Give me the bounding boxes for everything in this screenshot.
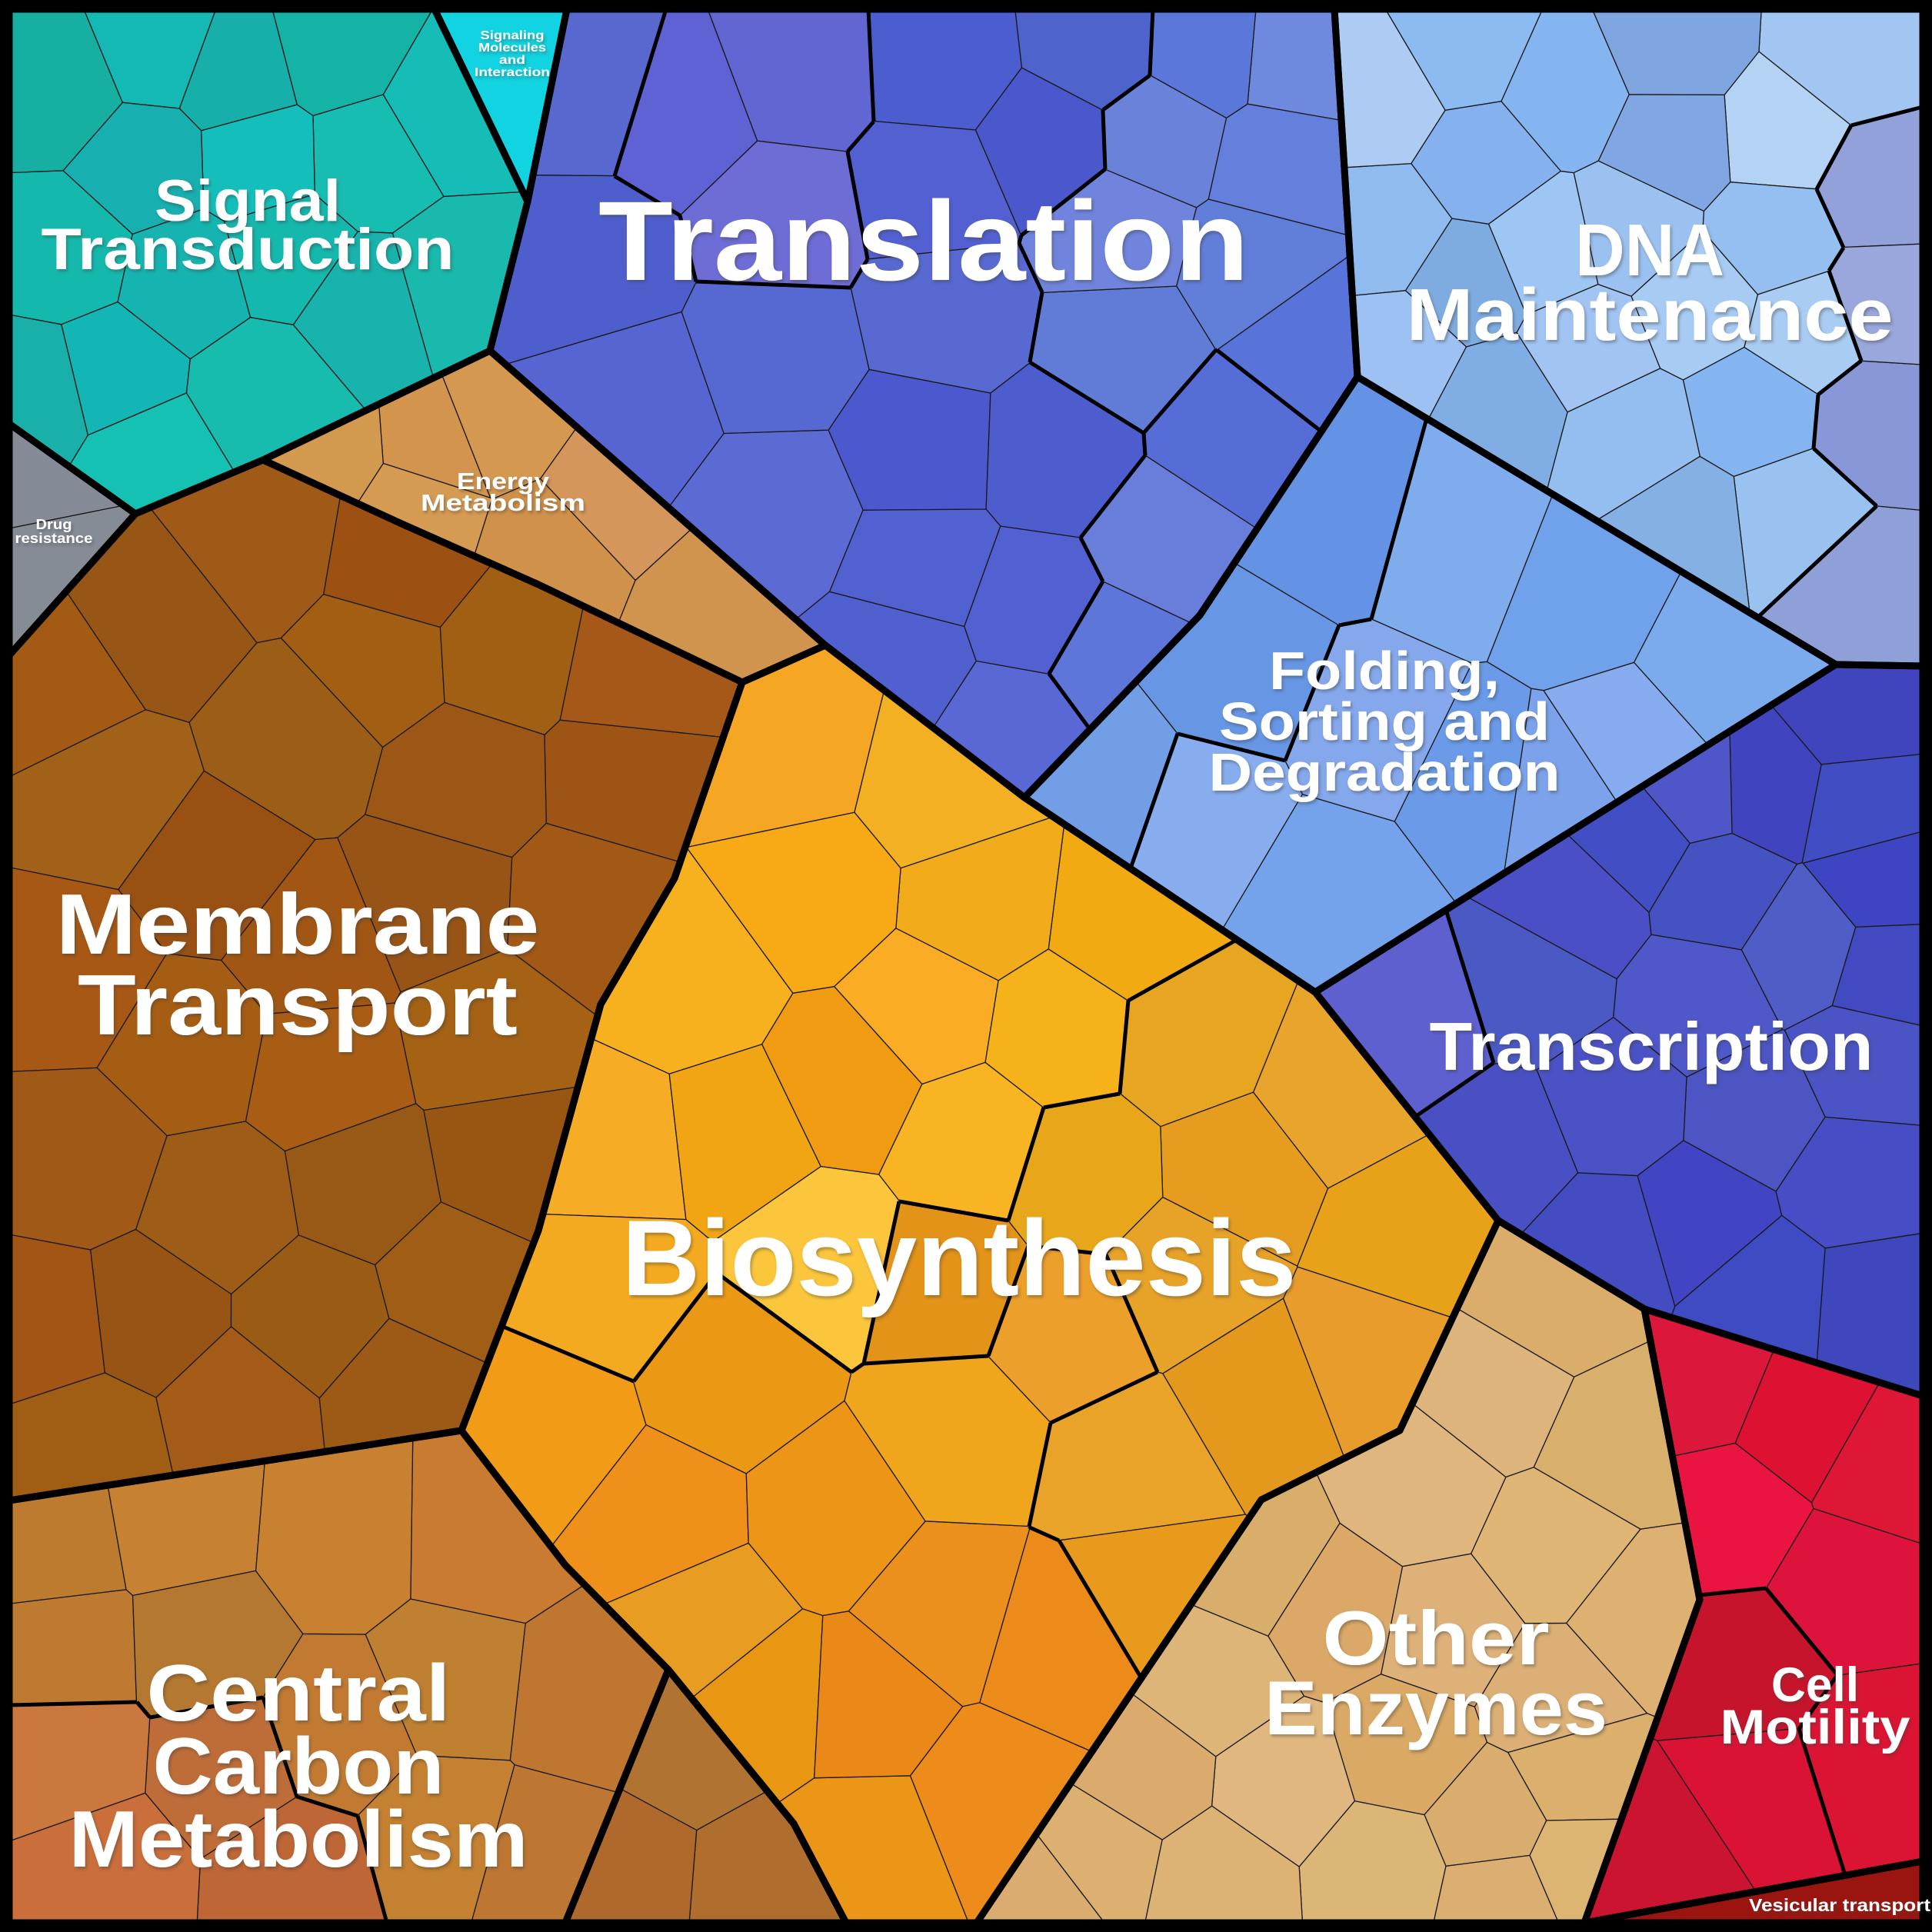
svg-text:Biosynthesis: Biosynthesis: [622, 1198, 1297, 1318]
svg-text:Translation: Translation: [598, 178, 1249, 305]
svg-text:Transduction: Transduction: [42, 217, 455, 282]
svg-text:and: and: [499, 54, 525, 67]
svg-text:Maintenance: Maintenance: [1407, 274, 1894, 356]
svg-text:Transport: Transport: [78, 958, 518, 1053]
svg-text:resistance: resistance: [15, 531, 93, 546]
svg-text:Other: Other: [1323, 1595, 1550, 1681]
svg-text:Molecules: Molecules: [478, 42, 546, 55]
svg-text:Degradation: Degradation: [1209, 742, 1561, 802]
svg-text:Vesicular transport: Vesicular transport: [1749, 1895, 1930, 1915]
svg-text:Sorting and: Sorting and: [1219, 691, 1550, 751]
svg-text:Interaction: Interaction: [475, 66, 550, 79]
svg-text:Folding,: Folding,: [1269, 641, 1500, 701]
svg-text:Central: Central: [147, 1649, 451, 1738]
svg-text:Drug: Drug: [36, 517, 72, 532]
svg-text:Membrane: Membrane: [56, 877, 540, 972]
svg-text:Energy: Energy: [457, 468, 550, 495]
svg-text:Transcription: Transcription: [1430, 1008, 1874, 1084]
svg-text:Metabolism: Metabolism: [421, 489, 585, 516]
svg-text:Cell: Cell: [1771, 1658, 1859, 1712]
svg-text:Motility: Motility: [1720, 1700, 1910, 1754]
svg-text:Signaling: Signaling: [481, 29, 545, 42]
svg-text:Metabolism: Metabolism: [69, 1795, 528, 1884]
svg-text:DNA: DNA: [1575, 209, 1724, 291]
svg-text:Enzymes: Enzymes: [1264, 1665, 1607, 1750]
svg-text:Signal: Signal: [155, 168, 341, 234]
svg-text:Carbon: Carbon: [153, 1722, 445, 1811]
